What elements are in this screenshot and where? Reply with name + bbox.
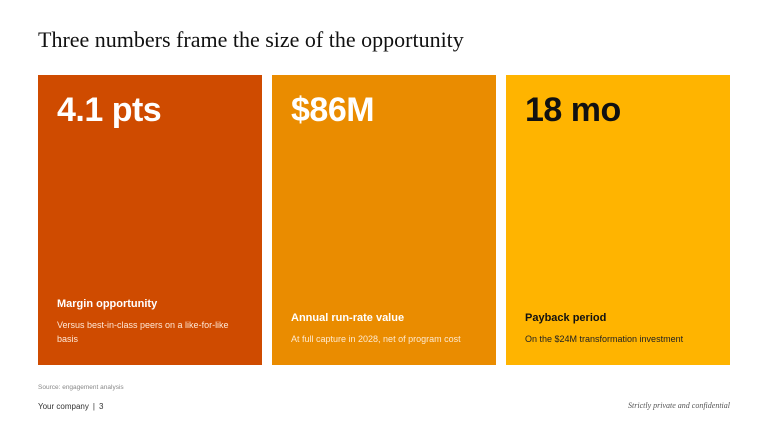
slide-title: Three numbers frame the size of the oppo… bbox=[38, 27, 464, 52]
metric-description: Versus best-in-class peers on a like-for… bbox=[57, 320, 229, 344]
metric-card-run-rate: $86M Annual run-rate value At full captu… bbox=[272, 75, 496, 365]
metric-value: 4.1 pts bbox=[57, 91, 162, 129]
source-note: Source: engagement analysis bbox=[38, 384, 124, 391]
metric-value: $86M bbox=[291, 91, 375, 129]
metric-description: On the $24M transformation investment bbox=[525, 334, 684, 344]
metric-footer: Annual run-rate value At full capture in… bbox=[291, 312, 477, 346]
confidentiality-notice: Strictly private and confidential bbox=[628, 401, 730, 410]
metric-card-payback: 18 mo Payback period On the $24M transfo… bbox=[506, 75, 730, 365]
footer-company: Your company | 3 bbox=[38, 402, 103, 411]
metric-card-margin: 4.1 pts Margin opportunity Versus best-i… bbox=[38, 75, 262, 365]
metric-label: Payback period bbox=[525, 312, 607, 324]
metric-footer: Payback period On the $24M transformatio… bbox=[525, 312, 711, 346]
footer-separator: | bbox=[92, 402, 95, 411]
metric-label: Margin opportunity bbox=[57, 298, 158, 310]
metric-label: Annual run-rate value bbox=[291, 312, 405, 324]
metric-cards: 4.1 pts Margin opportunity Versus best-i… bbox=[38, 75, 730, 365]
metric-value: 18 mo bbox=[525, 91, 621, 129]
company-name: Your company bbox=[38, 402, 89, 411]
metric-description: At full capture in 2028, net of program … bbox=[291, 334, 461, 344]
page-number: 3 bbox=[98, 402, 104, 411]
metric-footer: Margin opportunity Versus best-in-class … bbox=[57, 298, 243, 346]
